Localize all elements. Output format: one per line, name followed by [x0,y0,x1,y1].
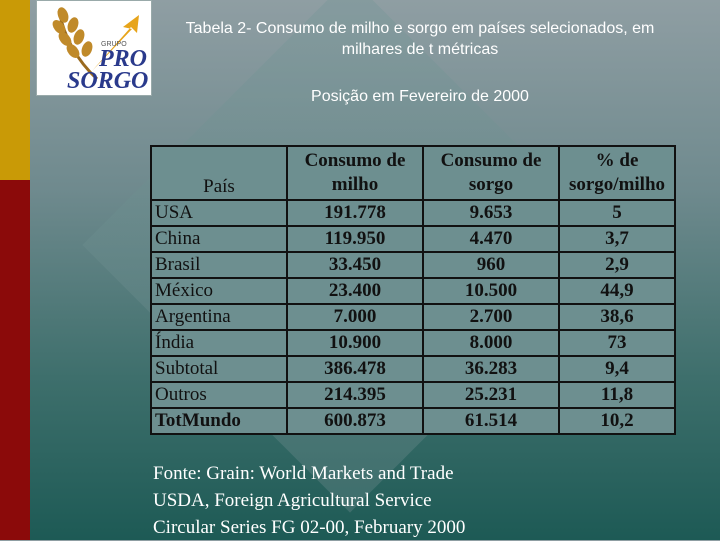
cell-corn: 214.395 [286,381,424,409]
consumption-table: País Consumo de milho Consumo de sorgo %… [150,145,676,435]
table-header-row: País Consumo de milho Consumo de sorgo %… [150,145,676,201]
logo-line1: PRO [99,46,147,72]
table-row: Brasil 33.450 960 2,9 [150,251,676,279]
header-corn: Consumo de milho [286,145,424,201]
cell-country: China [150,225,288,253]
wheat-icon [52,7,139,81]
cell-corn: 191.778 [286,199,424,227]
header-country: País [150,145,288,201]
cell-percent: 10,2 [558,407,676,435]
accent-bar-red [0,180,30,540]
cell-percent: 9,4 [558,355,676,383]
header-percent: % de sorgo/milho [558,145,676,201]
source-note: Fonte: Grain: World Markets and Trade US… [153,460,465,541]
cell-country: México [150,277,288,305]
cell-sorghum: 8.000 [422,329,560,357]
table-row: USA 191.778 9.653 5 [150,199,676,227]
logo-top-text: GRUPO [101,41,127,48]
cell-corn: 7.000 [286,303,424,331]
logo-line2: SORGO [67,68,149,94]
cell-percent: 73 [558,329,676,357]
table-row: Outros 214.395 25.231 11,8 [150,381,676,409]
cell-percent: 11,8 [558,381,676,409]
source-line-1: Fonte: Grain: World Markets and Trade [153,463,454,484]
cell-sorghum: 4.470 [422,225,560,253]
slide-title: Tabela 2- Consumo de milho e sorgo em pa… [185,20,655,58]
cell-corn: 10.900 [286,329,424,357]
cell-sorghum: 960 [422,251,560,279]
header-sorghum: Consumo de sorgo [422,145,560,201]
cell-sorghum: 36.283 [422,355,560,383]
cell-country: Índia [150,329,288,357]
table-row: Índia 10.900 8.000 73 [150,329,676,357]
cell-percent: 38,6 [558,303,676,331]
cell-percent: 2,9 [558,251,676,279]
cell-country: Subtotal [150,355,288,383]
accent-bar-gold [0,0,30,180]
cell-sorghum: 61.514 [422,407,560,435]
cell-country: Outros [150,381,288,409]
consumption-table-wrapper: País Consumo de milho Consumo de sorgo %… [150,145,676,435]
source-line-2: USDA, Foreign Agricultural Service [153,490,432,511]
cell-corn: 33.450 [286,251,424,279]
cell-sorghum: 10.500 [422,277,560,305]
table-row: Subtotal 386.478 36.283 9,4 [150,355,676,383]
cell-corn: 23.400 [286,277,424,305]
cell-country: Argentina [150,303,288,331]
cell-percent: 5 [558,199,676,227]
table-row: México 23.400 10.500 44,9 [150,277,676,305]
cell-corn: 600.873 [286,407,424,435]
cell-country: TotMundo [150,407,288,435]
cell-country: USA [150,199,288,227]
cell-percent: 3,7 [558,225,676,253]
table-row: Argentina 7.000 2.700 38,6 [150,303,676,331]
cell-corn: 386.478 [286,355,424,383]
cell-country: Brasil [150,251,288,279]
cell-sorghum: 2.700 [422,303,560,331]
cell-corn: 119.950 [286,225,424,253]
source-line-3: Circular Series FG 02-00, February 2000 [153,517,466,538]
cell-sorghum: 9.653 [422,199,560,227]
slide-subtitle: Posição em Fevereiro de 2000 [311,88,529,105]
cell-sorghum: 25.231 [422,381,560,409]
logo: GRUPO PRO SORGO [36,0,152,96]
cell-percent: 44,9 [558,277,676,305]
table-row: China 119.950 4.470 3,7 [150,225,676,253]
table-row-total: TotMundo 600.873 61.514 10,2 [150,407,676,435]
